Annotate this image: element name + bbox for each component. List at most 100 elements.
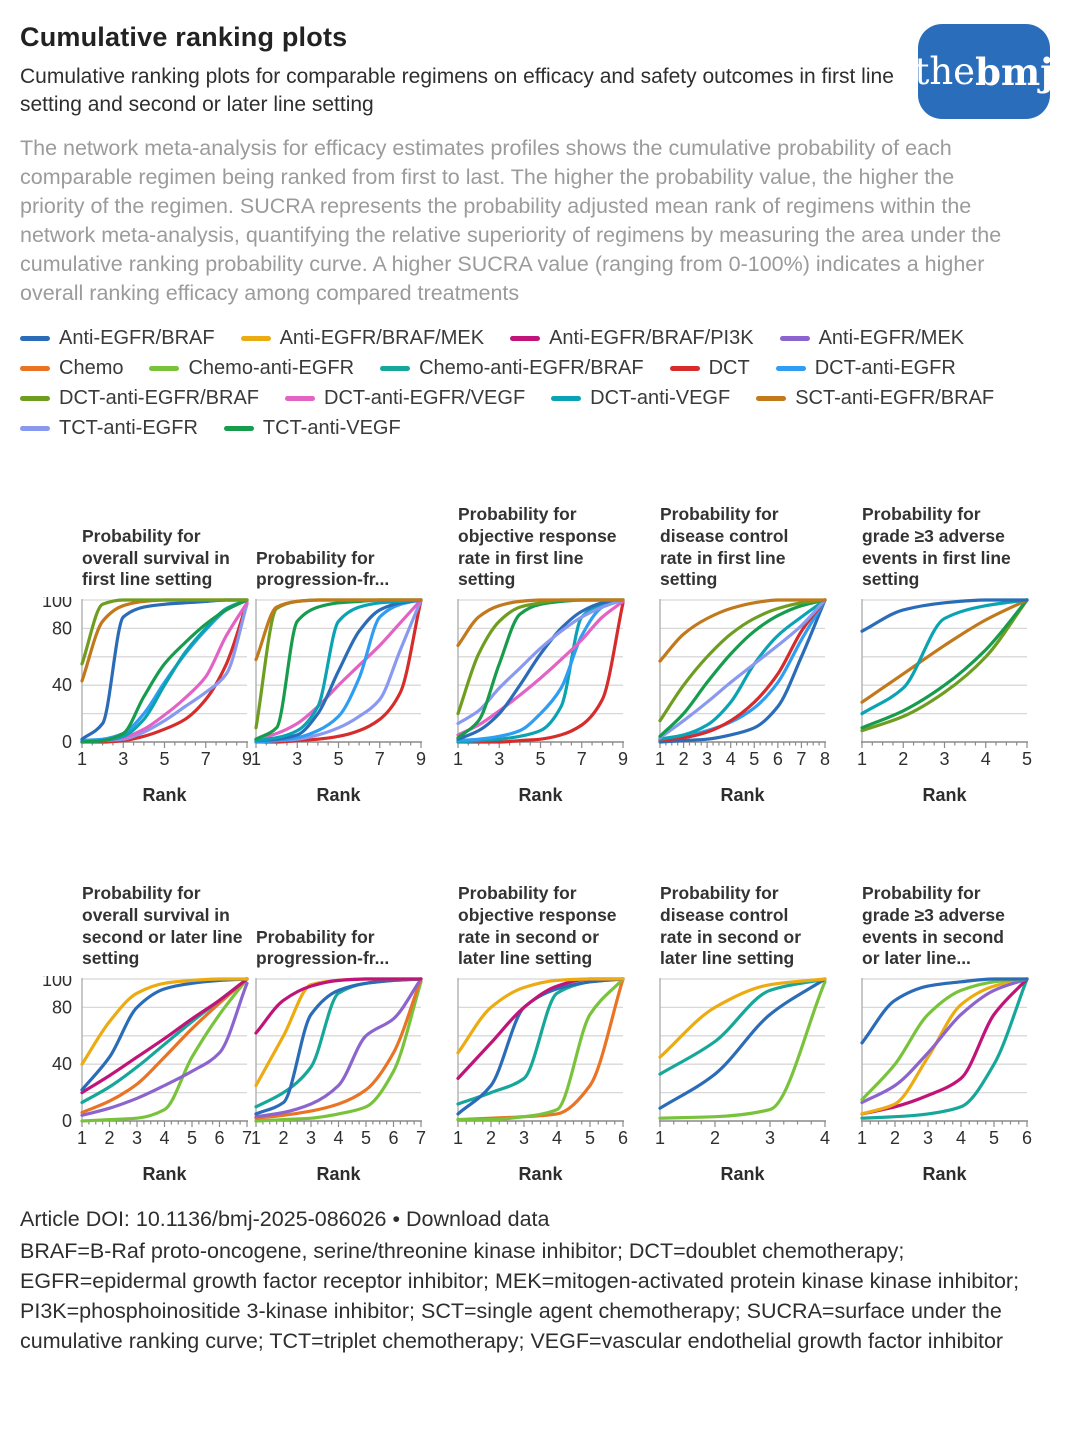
y-tick-label: 0 (62, 732, 72, 752)
x-tick-label: 1 (252, 1128, 261, 1148)
x-tick-label: 2 (486, 1128, 496, 1148)
chart-canvas: 1 2 3 4 5 6 (858, 977, 1032, 1148)
header: Cumulative ranking plots Cumulative rank… (20, 22, 1060, 122)
chart-canvas: 1 3 5 7 9 100 80 40 0 (42, 597, 252, 769)
legend-label: Anti-EGFR/BRAF/PI3K (549, 326, 754, 349)
curve-chemo-anti-egfr-braf (860, 977, 1029, 1120)
x-tick-label: 5 (535, 749, 545, 769)
chart-canvas: 1 2 3 4 5 6 7 100 80 40 0 (42, 976, 252, 1148)
legend-item-anti-egfr-braf-pi3k: Anti-EGFR/BRAF/PI3K (510, 327, 754, 350)
legend-item-sct-anti-egfr-braf: SCT-anti-EGFR/BRAF (756, 387, 994, 410)
y-tick-label: 0 (62, 1111, 72, 1131)
y-tick-label: 100 (42, 976, 72, 990)
description-text: The network meta-analysis for efficacy e… (20, 136, 1002, 305)
legend-swatch-icon (20, 335, 50, 341)
legend-label: TCT-anti-VEGF (262, 416, 401, 439)
x-tick-label: 6 (773, 749, 783, 769)
rank-axis-label: Rank (720, 785, 765, 805)
download-data-link[interactable]: Download data (406, 1207, 550, 1231)
y-tick-label: 40 (52, 1054, 72, 1074)
legend-item-dct: DCT (669, 356, 750, 380)
x-tick-label: 4 (820, 1128, 830, 1148)
legend-swatch-icon (775, 365, 806, 371)
curve-anti-egfr-braf-pi3k (254, 977, 423, 1035)
curve-dct-anti-egfr-vegf (456, 599, 625, 737)
curve-anti-egfr-mek (254, 977, 423, 1119)
curve-anti-egfr-braf-mek (80, 977, 249, 1066)
x-tick-label: 9 (242, 749, 252, 769)
legend-item-dct-anti-vegf: DCT-anti-VEGF (551, 387, 730, 410)
y-tick-label: 40 (52, 675, 72, 695)
legend-swatch-icon (240, 335, 271, 341)
curve-chemo-anti-egfr (456, 977, 625, 1122)
x-tick-label: 5 (333, 749, 343, 769)
curve-anti-egfr-braf-mek (456, 977, 625, 1055)
x-tick-label: 7 (242, 1128, 252, 1148)
x-tick-label: 4 (159, 1128, 169, 1148)
x-tick-label: 5 (159, 749, 169, 769)
x-tick-label: 1 (858, 749, 867, 769)
legend-item-chemo-anti-egfr: Chemo-anti-EGFR (149, 357, 354, 380)
x-tick-label: 3 (923, 1128, 933, 1148)
chart-cell-probability-for-progression-fr: Probability for progression-fr... 1 2 3 4 5 6 7… (252, 836, 454, 1185)
curve-anti-egfr-braf-mek (860, 977, 1029, 1116)
x-tick-label: 1 (454, 1128, 463, 1148)
curve-sct-anti-egfr-braf (456, 598, 625, 647)
x-tick-label: 3 (519, 1128, 529, 1148)
legend-swatch-icon (756, 395, 787, 401)
abbreviations-text: BRAF=B-Raf proto-oncogene, serine/threon… (20, 1239, 1020, 1353)
curve-tct-anti-egfr (658, 598, 827, 740)
chart-cell-probability-for-grade-3-adverse-events-i: Probability for grade ≥3 adverse events … (858, 836, 1060, 1185)
curve-dct (658, 598, 827, 743)
legend-label: Chemo-anti-EGFR (188, 356, 355, 379)
legend-row-3: DCT-anti-EGFR/BRAF DCT-anti-EGFR/VEGF DCT-… (20, 383, 1060, 413)
curve-chemo (254, 977, 423, 1120)
legend-item-dct-anti-egfr-braf: DCT-anti-EGFR/BRAF (20, 387, 259, 410)
x-tick-label: 5 (1022, 749, 1032, 769)
chart-title: Probability for grade ≥3 adverse events … (862, 883, 1005, 969)
x-tick-label: 7 (201, 749, 211, 769)
legend-row-2: Chemo Chemo-anti-EGFR Chemo-anti-EGFR/BRAF… (20, 353, 1060, 383)
chart-cell-probability-for-objective-response-rate-: Probability for objective response rate … (454, 836, 656, 1185)
chart-cell-probability-for-progression-fr: Probability for progression-fr... 1 3 5 7 9 Ra… (252, 465, 454, 806)
chart-title: Probability for progression-fr... (256, 926, 390, 969)
x-tick-label: 4 (333, 1128, 343, 1148)
x-tick-label: 2 (104, 1128, 114, 1148)
legend-label: Chemo (59, 356, 124, 379)
footer: Article DOI: 10.1136/bmj-2025-086026 • D… (20, 1207, 1060, 1356)
legend-item-anti-egfr-mek: Anti-EGFR/MEK (779, 327, 964, 350)
curve-sct-anti-egfr-braf (254, 598, 423, 662)
curve-tct-anti-vegf (658, 598, 827, 738)
legend-label: DCT-anti-EGFR (814, 356, 956, 379)
chart-cell-probability-for-disease-control-rate-in-: Probability for disease control rate in … (656, 836, 858, 1185)
x-tick-label: 4 (726, 749, 736, 769)
legend-item-chemo: Chemo (20, 357, 123, 380)
chart-cell-probability-for-overall-survival-in-seco: Probability for overall survival in seco… (20, 836, 252, 1185)
x-tick-label: 6 (388, 1128, 398, 1148)
curve-chemo (80, 977, 249, 1115)
curve-anti-egfr-mek (80, 981, 249, 1117)
curve-anti-egfr-braf (658, 598, 827, 744)
x-tick-label: 4 (552, 1128, 562, 1148)
curve-anti-egfr-braf (658, 977, 827, 1110)
doi-line: Article DOI: 10.1136/bmj-2025-086026 • D… (20, 1207, 1060, 1232)
chart-title: Probability for disease control rate in … (660, 883, 802, 969)
x-tick-label: 2 (890, 1128, 900, 1148)
legend-swatch-icon (380, 365, 411, 371)
x-tick-label: 3 (765, 1128, 775, 1148)
charts-section: Probability for overall survival in firs… (20, 465, 1060, 1185)
legend-swatch-icon (779, 335, 810, 341)
rank-axis-label: Rank (922, 1164, 967, 1184)
curve-anti-egfr-braf (860, 598, 1029, 633)
chart-title: Probability for progression-fr... (256, 547, 390, 590)
rank-axis-label: Rank (518, 1164, 563, 1184)
x-tick-label: 1 (656, 1128, 665, 1148)
x-tick-label: 3 (292, 749, 302, 769)
rank-axis-label: Rank (518, 785, 563, 805)
legend-label: DCT (708, 356, 750, 379)
x-tick-label: 6 (1022, 1128, 1032, 1148)
chart-cell-probability-for-objective-response-rate-: Probability for objective response rate … (454, 465, 656, 806)
chart-canvas: 1 2 3 4 5 (858, 598, 1032, 769)
legend-label: DCT-anti-VEGF (590, 386, 731, 409)
